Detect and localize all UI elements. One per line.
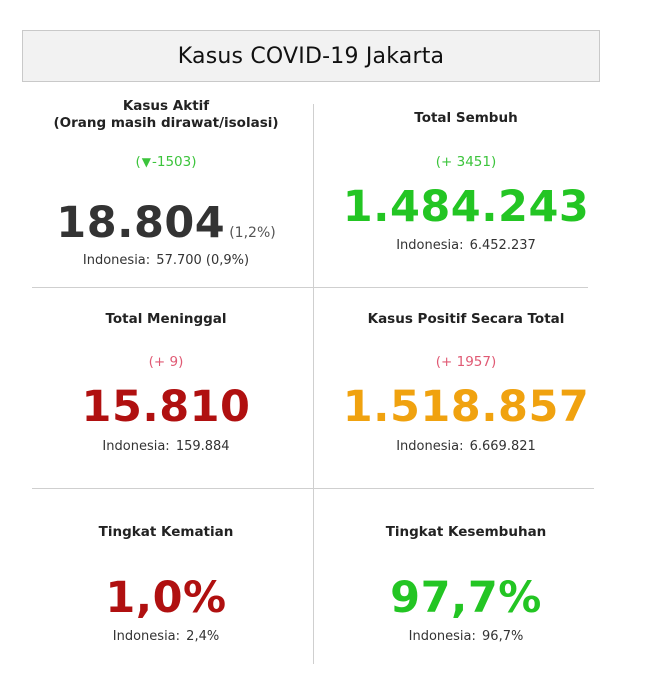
horizontal-divider-2 [32, 488, 594, 489]
page-title: Kasus COVID-19 Jakarta [177, 43, 445, 69]
indonesia-label: Indonesia: [82, 253, 151, 268]
active-cases-label-line2: (Orang masih dirawat/isolasi) [53, 115, 279, 131]
total-positive-label: Kasus Positif Secara Total [367, 311, 565, 327]
active-cases-value-row: 18.804 (1,2%) [26, 199, 306, 257]
indonesia-value: 57.700 (0,9%) [156, 253, 250, 268]
total-positive-delta: (+ 1957) [435, 354, 497, 370]
recovered-label: Total Sembuh [414, 110, 518, 126]
active-cases-value: 18.804 [56, 198, 226, 248]
recovered-value: 1.484.243 [342, 182, 590, 232]
active-cases-delta: (▼-1503) [26, 154, 306, 171]
recovery-rate-value: 97,7% [390, 573, 542, 623]
indonesia-label: Indonesia: [396, 238, 464, 253]
death-rate-label: Tingkat Kematian [98, 524, 234, 540]
indonesia-label: Indonesia: [396, 439, 464, 454]
active-cases-delta-open: ( [135, 154, 141, 170]
header-bar: Kasus COVID-19 Jakarta [22, 30, 600, 82]
death-rate-value: 1,0% [105, 573, 227, 623]
active-cases-delta-value: -1503) [152, 154, 197, 170]
indonesia-label: Indonesia: [112, 629, 181, 644]
deaths-label: Total Meninggal [105, 311, 227, 327]
indonesia-value: 96,7% [482, 629, 524, 644]
deaths-indonesia: Indonesia: 159.884 [26, 438, 306, 455]
indonesia-value: 6.452.237 [469, 238, 536, 253]
active-cases-label-line1: Kasus Aktif [122, 98, 210, 114]
indonesia-value: 159.884 [175, 439, 230, 454]
active-cases-label: Kasus Aktif (Orang masih dirawat/isolasi… [26, 98, 306, 132]
death-rate-indonesia: Indonesia: 2,4% [26, 628, 306, 645]
indonesia-label: Indonesia: [408, 629, 476, 644]
recovery-rate-label: Tingkat Kesembuhan [385, 524, 547, 540]
indonesia-value: 2,4% [186, 629, 220, 644]
recovery-rate-indonesia: Indonesia: 96,7% [326, 628, 606, 645]
horizontal-divider-1 [32, 287, 588, 288]
total-positive-value: 1.518.857 [342, 382, 590, 432]
indonesia-value: 6.669.821 [469, 439, 536, 454]
total-positive-indonesia: Indonesia: 6.669.821 [326, 438, 606, 455]
down-triangle-icon: ▼ [141, 155, 151, 169]
recovered-indonesia: Indonesia: 6.452.237 [326, 237, 606, 254]
vertical-divider [313, 104, 314, 664]
indonesia-label: Indonesia: [102, 439, 170, 454]
active-cases-percent: (1,2%) [229, 225, 276, 241]
deaths-delta: (+ 9) [148, 354, 184, 370]
recovered-delta: (+ 3451) [435, 154, 497, 170]
deaths-value: 15.810 [81, 382, 251, 432]
active-cases-indonesia: Indonesia: 57.700 (0,9%) [26, 252, 306, 269]
